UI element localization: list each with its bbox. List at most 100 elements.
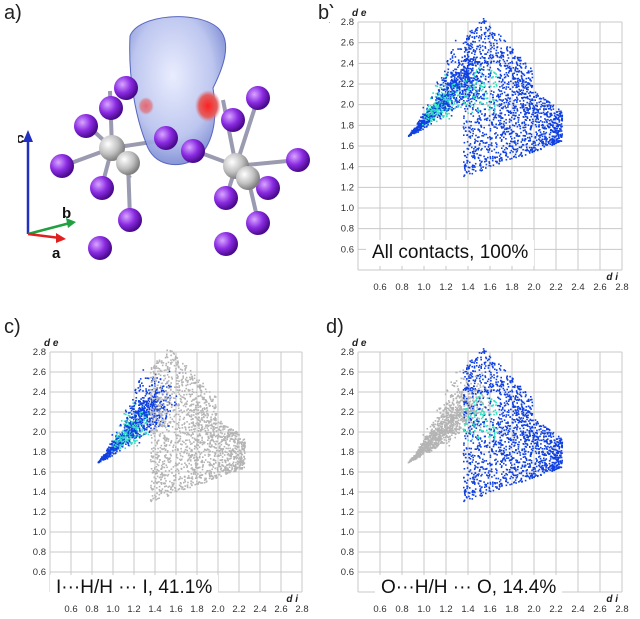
data-point (522, 103, 524, 105)
data-point (470, 128, 473, 131)
data-point (506, 142, 509, 145)
data-point (555, 140, 558, 142)
data-point (536, 109, 538, 111)
data-point (501, 159, 503, 162)
data-point (478, 71, 481, 74)
data-point (520, 103, 522, 105)
data-point (440, 118, 443, 120)
data-point (158, 359, 161, 362)
data-point (128, 425, 131, 428)
data-point (166, 404, 169, 406)
data-point (559, 134, 562, 137)
data-point (513, 105, 516, 108)
data-point (458, 85, 461, 88)
data-point (519, 154, 521, 156)
data-point (137, 412, 140, 414)
data-point (511, 138, 513, 140)
data-point (439, 99, 442, 102)
data-point (521, 105, 523, 107)
data-point (128, 437, 130, 440)
data-point (202, 413, 205, 415)
data-point (478, 154, 481, 156)
data-point (152, 488, 155, 490)
data-point (157, 361, 160, 364)
data-point (480, 75, 482, 78)
data-point (137, 412, 139, 415)
data-point (548, 119, 551, 122)
data-point (446, 107, 448, 110)
data-point (531, 113, 533, 116)
data-point (422, 125, 425, 127)
data-point (460, 71, 462, 73)
data-point (476, 29, 478, 32)
data-point (226, 436, 229, 439)
data-point (444, 109, 446, 111)
data-point (426, 109, 429, 112)
data-point (450, 79, 452, 82)
data-point (426, 118, 428, 121)
data-point (499, 109, 501, 112)
data-point (518, 70, 521, 72)
data-point (160, 405, 162, 408)
data-point (165, 395, 167, 398)
data-point (167, 396, 169, 399)
data-point (180, 379, 183, 382)
data-point (529, 105, 531, 108)
data-point (204, 454, 206, 456)
data-point (478, 97, 481, 99)
data-point (181, 486, 184, 488)
data-point (485, 92, 488, 95)
data-point (521, 139, 524, 142)
data-point (149, 430, 151, 433)
data-point (536, 102, 538, 104)
data-point (160, 412, 163, 415)
data-point (120, 444, 123, 446)
data-point (526, 148, 528, 151)
data-point (541, 135, 544, 138)
data-point (140, 435, 142, 437)
data-point (190, 409, 192, 411)
data-point (490, 60, 493, 63)
data-point (114, 440, 117, 442)
data-point (528, 140, 530, 142)
data-point (161, 472, 163, 474)
data-point (451, 74, 453, 76)
data-point (234, 467, 236, 470)
data-point (531, 70, 533, 72)
data-point (174, 486, 176, 489)
data-point (235, 433, 237, 435)
data-point (179, 368, 182, 371)
data-point (146, 377, 149, 379)
data-point (532, 110, 535, 112)
data-point (434, 95, 437, 98)
data-point (225, 473, 227, 475)
data-point (421, 116, 424, 119)
data-point (148, 407, 151, 409)
data-point (560, 111, 563, 114)
data-point (497, 76, 499, 79)
data-point (475, 121, 478, 124)
data-point (518, 117, 520, 119)
data-point (528, 104, 531, 107)
data-point (441, 94, 444, 97)
data-point (498, 158, 501, 160)
data-point (463, 72, 465, 75)
data-point (524, 104, 527, 106)
data-point (510, 135, 512, 138)
data-point (537, 95, 539, 97)
data-point (517, 82, 520, 84)
data-point (202, 428, 204, 431)
data-point (547, 105, 549, 108)
data-point (438, 115, 441, 117)
data-point (147, 377, 150, 380)
data-point (517, 79, 519, 82)
data-point (181, 458, 183, 461)
data-point (524, 96, 527, 99)
data-point (134, 430, 136, 432)
data-point (526, 88, 528, 91)
data-point (552, 138, 555, 141)
data-point (493, 105, 496, 108)
data-point (115, 435, 117, 437)
data-point (175, 473, 177, 476)
data-point (411, 130, 414, 132)
